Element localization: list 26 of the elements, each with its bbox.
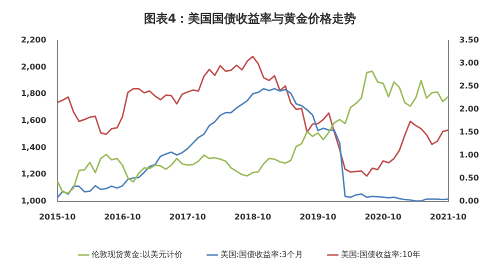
legend-label: 伦敦现货黄金:以美元计价 <box>92 250 182 260</box>
legend-label: 美国:国债收益率:3个月 <box>220 250 303 260</box>
y2-tick-label: 0.00 <box>459 196 480 206</box>
chart-title: 图表4：美国国债收益率与黄金价格走势 <box>144 11 356 26</box>
x-tick-label: 2021-10 <box>430 212 468 222</box>
y-tick-label: 2,200 <box>20 35 47 44</box>
y-tick-label: 1,200 <box>20 170 47 179</box>
y-tick-label: 1,800 <box>20 89 47 98</box>
legend-label: 美国:国债收益率:10年 <box>340 250 420 260</box>
x-tick-label: 2018-10 <box>234 212 272 222</box>
y2-tick-label: 0.50 <box>459 173 480 182</box>
x-tick-label: 2020-10 <box>364 212 402 222</box>
y2-tick-label: 1.50 <box>459 127 480 136</box>
x-tick-label: 2017-10 <box>169 212 206 222</box>
y2-tick-label: 3.50 <box>459 35 480 44</box>
y2-tick-label: 3.00 <box>459 58 480 68</box>
x-tick-label: 2016-10 <box>104 212 142 222</box>
x-tick-label: 2015-10 <box>38 212 76 222</box>
y2-tick-label: 2.50 <box>459 81 480 90</box>
y-tick-label: 1,400 <box>20 142 47 152</box>
y-tick-label: 2,000 <box>20 62 47 72</box>
y2-tick-label: 2.00 <box>459 104 480 114</box>
x-tick-label: 2019-10 <box>300 212 337 222</box>
y2-tick-label: 1.00 <box>459 150 480 160</box>
y-tick-label: 1,000 <box>20 196 47 206</box>
y-tick-label: 1,600 <box>20 116 47 125</box>
